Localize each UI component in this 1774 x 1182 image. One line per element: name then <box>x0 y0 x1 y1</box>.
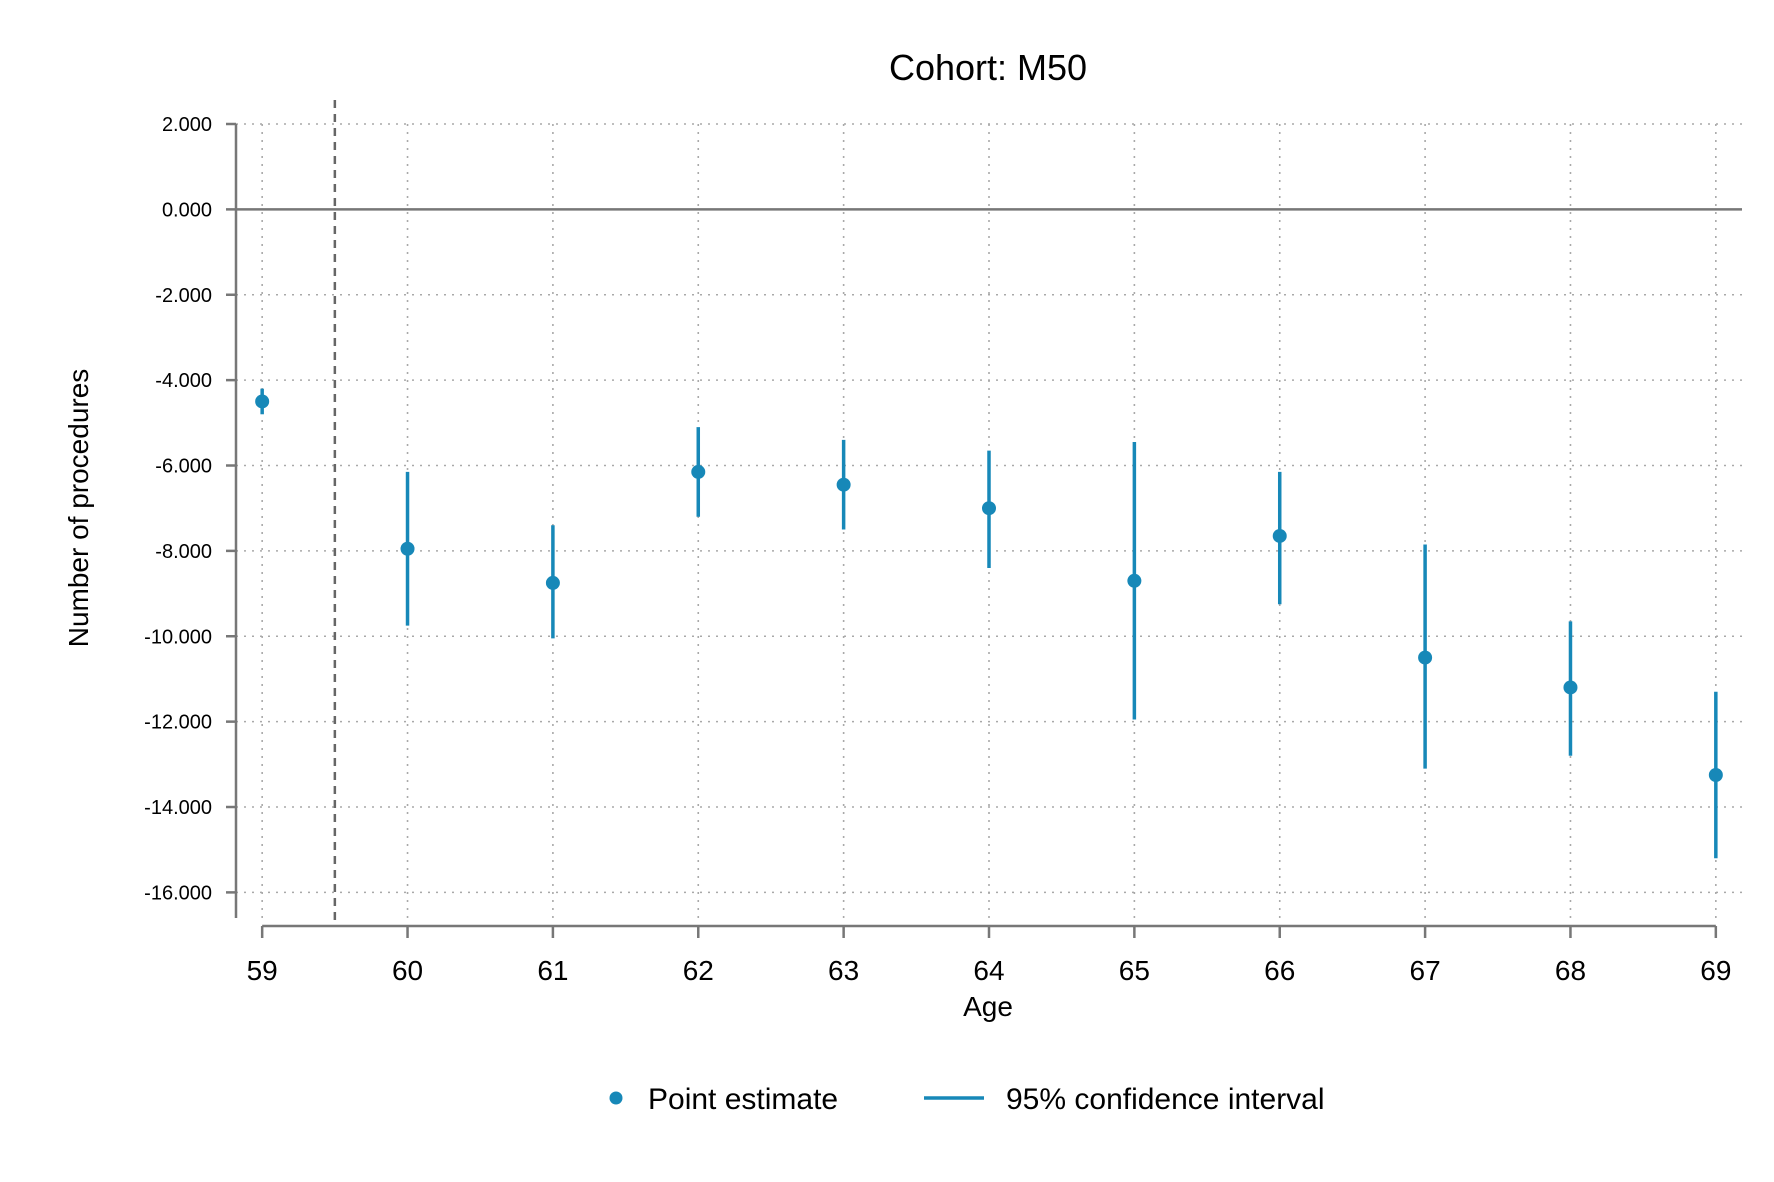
point-estimate-64 <box>982 501 996 516</box>
point-estimate-61 <box>545 575 560 590</box>
chart-title: Cohort: M50 <box>889 47 1087 88</box>
point-estimate-59 <box>255 394 270 409</box>
x-tick-label: 63 <box>828 955 859 986</box>
legend-point-label: Point estimate <box>648 1083 838 1116</box>
y-axis-title: Number of procedures <box>63 369 94 648</box>
y-tick-label: -4.000 <box>155 370 212 392</box>
point-estimate-69 <box>1708 767 1723 782</box>
legend-ci-label: 95% confidence interval <box>1006 1083 1325 1116</box>
y-tick-label: -2.000 <box>155 285 212 307</box>
legend-point-marker <box>609 1091 623 1105</box>
x-tick-label: 60 <box>392 955 423 986</box>
point-estimate-68 <box>1563 680 1578 695</box>
point-estimate-67 <box>1418 650 1433 665</box>
x-axis-title: Age <box>963 991 1013 1022</box>
point-estimate-63 <box>836 477 851 492</box>
x-tick-label: 59 <box>247 955 278 986</box>
y-tick-label: -8.000 <box>155 541 212 563</box>
x-tick-labels: 59 60 61 62 63 64 65 66 67 68 69 <box>247 955 1732 986</box>
reference-lines <box>236 100 1742 926</box>
y-tick-label: -6.000 <box>155 456 212 478</box>
x-tick-label: 62 <box>683 955 714 986</box>
axes <box>226 122 1718 938</box>
point-estimate-65 <box>1127 573 1142 588</box>
y-tick-label: -16.000 <box>144 882 212 904</box>
confidence-intervals <box>260 388 1718 859</box>
x-tick-label: 65 <box>1119 955 1150 986</box>
y-tick-label: -12.000 <box>144 712 212 734</box>
y-tick-label: 0.000 <box>162 199 212 221</box>
point-estimate-62 <box>691 464 706 479</box>
y-tick-label: -10.000 <box>144 626 212 648</box>
x-tick-label: 61 <box>537 955 568 986</box>
point-estimates <box>255 394 1723 782</box>
x-tick-label: 66 <box>1264 955 1295 986</box>
y-tick-label: 2.000 <box>162 114 212 136</box>
x-tick-label: 64 <box>973 955 1004 986</box>
x-tick-label: 69 <box>1700 955 1731 986</box>
y-tick-label: -14.000 <box>144 797 212 819</box>
x-tick-label: 68 <box>1555 955 1586 986</box>
legend: Point estimate 95% confidence interval <box>609 1083 1325 1116</box>
x-tick-label: 67 <box>1410 955 1441 986</box>
y-tick-labels: 2.000 0.000 -2.000 -4.000 -6.000 -8.000 -10.00… <box>144 114 212 904</box>
point-estimate-66 <box>1272 528 1287 543</box>
point-estimate-60 <box>400 541 415 556</box>
